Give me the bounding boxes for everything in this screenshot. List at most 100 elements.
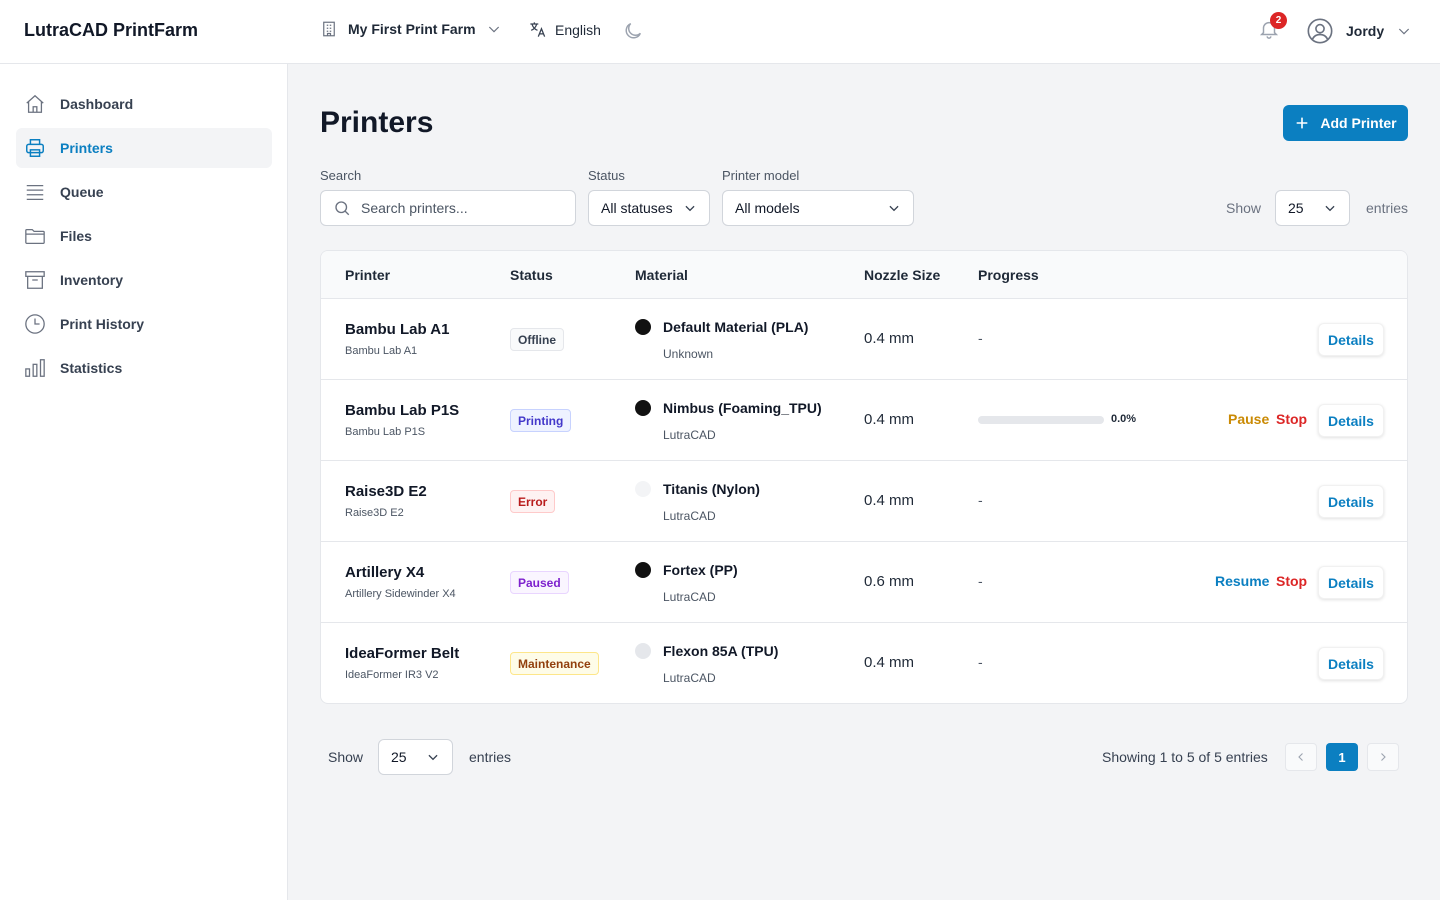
footer-show-label: Show: [328, 749, 364, 765]
search-input[interactable]: [361, 200, 561, 216]
material-color-swatch: [635, 481, 651, 497]
printers-table: Printer Status Material Nozzle Size Prog…: [320, 250, 1408, 704]
building-icon: [323, 21, 335, 37]
material-color-swatch: [635, 643, 651, 659]
stop-button[interactable]: Stop: [1276, 573, 1308, 589]
bar-chart-icon: [25, 359, 45, 377]
chevron-down-icon: [1325, 205, 1335, 212]
add-printer-button[interactable]: Add Printer: [1283, 105, 1408, 141]
user-avatar-icon: [1307, 18, 1333, 44]
status-badge: Offline: [510, 328, 564, 351]
status-badge: Error: [510, 490, 556, 513]
chevron-left-icon: [1298, 753, 1303, 761]
sidebar-item-files[interactable]: Files: [16, 216, 272, 256]
show-label: Show: [1226, 200, 1262, 216]
material-brand: LutraCAD: [663, 509, 716, 523]
details-button[interactable]: Details: [1318, 485, 1384, 518]
table-row: Raise3D E2 Raise3D E2 Error Titanis (Nyl…: [321, 461, 1407, 542]
details-button[interactable]: Details: [1318, 323, 1384, 356]
model-filter-label: Printer model: [722, 168, 800, 183]
column-header-nozzle-size: Nozzle Size: [864, 267, 941, 283]
status-badge: Maintenance: [510, 652, 599, 675]
sidebar-item-label: Printers: [60, 140, 113, 156]
sidebar-item-label: Inventory: [60, 272, 124, 288]
entries-label: entries: [1366, 200, 1409, 216]
farm-name: My First Print Farm: [348, 21, 476, 37]
footer-entries-label: entries: [469, 749, 512, 765]
app-title: LutraCAD PrintFarm: [24, 20, 199, 40]
table-row: Bambu Lab P1S Bambu Lab P1S Printing Nim…: [321, 380, 1407, 461]
page-button-current[interactable]: 1: [1326, 743, 1358, 771]
add-printer-label: Add Printer: [1320, 115, 1397, 131]
column-header-status: Status: [510, 267, 553, 283]
sidebar-item-label: Statistics: [60, 360, 123, 376]
pagination-info: Showing 1 to 5 of 5 entries: [1102, 749, 1268, 765]
sidebar-item-printers[interactable]: Printers: [16, 128, 272, 168]
sidebar-item-label: Dashboard: [60, 96, 134, 112]
chevron-down-icon: [488, 26, 499, 33]
progress-value: -: [978, 330, 983, 346]
material-name: Titanis (Nylon): [663, 481, 760, 497]
sidebar-item-queue[interactable]: Queue: [16, 172, 272, 212]
next-page-button[interactable]: [1367, 743, 1399, 771]
nozzle-size: 0.4 mm: [864, 330, 915, 347]
sidebar-item-dashboard[interactable]: Dashboard: [16, 84, 272, 124]
stop-button[interactable]: Stop: [1276, 411, 1308, 427]
chevron-down-icon: [1399, 28, 1410, 35]
progress-bar: [978, 416, 1104, 424]
language-selector[interactable]: English: [528, 20, 601, 39]
archive-icon: [25, 271, 45, 289]
clock-icon: [25, 314, 45, 334]
table-row: Bambu Lab A1 Bambu Lab A1 Offline Defaul…: [321, 299, 1407, 380]
material-name: Default Material (PLA): [663, 319, 809, 335]
queue-icon: [26, 184, 44, 200]
language-label: English: [555, 21, 601, 38]
sidebar-item-inventory[interactable]: Inventory: [16, 260, 272, 300]
progress-percent: 0.0%: [1111, 413, 1137, 425]
notifications-button[interactable]: 2: [1258, 12, 1287, 45]
details-button[interactable]: Details: [1318, 566, 1384, 599]
page-title: Printers: [320, 106, 434, 139]
details-button[interactable]: Details: [1318, 647, 1384, 680]
sidebar-item-label: Files: [60, 228, 92, 244]
dark-mode-toggle[interactable]: [622, 20, 644, 47]
status-filter-value: All statuses: [601, 200, 673, 216]
printer-name: IdeaFormer Belt: [345, 645, 460, 662]
printer-model: Raise3D E2: [345, 507, 404, 519]
search-field: [320, 190, 576, 226]
previous-page-button[interactable]: [1285, 743, 1317, 771]
nozzle-size: 0.4 mm: [864, 411, 915, 428]
moon-icon: [625, 22, 642, 39]
farm-selector[interactable]: My First Print Farm: [320, 20, 502, 38]
material-brand: Unknown: [663, 347, 714, 361]
material-name: Nimbus (Foaming_TPU): [663, 400, 822, 416]
status-badge: Paused: [510, 571, 569, 594]
model-filter-value: All models: [735, 200, 800, 216]
sidebar-item-statistics[interactable]: Statistics: [16, 348, 272, 388]
chevron-down-icon: [685, 205, 695, 212]
progress-value: -: [978, 573, 983, 589]
material-color-swatch: [635, 400, 651, 416]
nozzle-size: 0.4 mm: [864, 654, 915, 671]
column-header-material: Material: [635, 267, 688, 283]
model-filter-select[interactable]: All models: [722, 190, 914, 226]
footer-entries-select[interactable]: 25: [378, 739, 453, 775]
sidebar-item-print-history[interactable]: Print History: [16, 304, 272, 344]
search-icon: [335, 201, 350, 216]
progress-value: -: [978, 654, 983, 670]
sidebar-item-label: Print History: [60, 316, 145, 332]
translate-icon: [530, 22, 546, 37]
printer-model: IdeaFormer IR3 V2: [345, 669, 439, 681]
status-filter-select[interactable]: All statuses: [588, 190, 710, 226]
resume-button[interactable]: Resume: [1215, 573, 1270, 589]
printer-model: Bambu Lab P1S: [345, 426, 426, 438]
entries-per-page-select[interactable]: 25: [1275, 190, 1350, 226]
user-menu[interactable]: Jordy: [1306, 17, 1412, 45]
pause-button[interactable]: Pause: [1228, 411, 1270, 427]
details-button[interactable]: Details: [1318, 404, 1384, 437]
printer-name: Bambu Lab P1S: [345, 402, 460, 419]
table-header: Printer Status Material Nozzle Size Prog…: [321, 251, 1407, 299]
material-brand: LutraCAD: [663, 671, 716, 685]
top-header: LutraCAD PrintFarm My First Print Farm E…: [0, 0, 1440, 64]
material-color-swatch: [635, 319, 651, 335]
